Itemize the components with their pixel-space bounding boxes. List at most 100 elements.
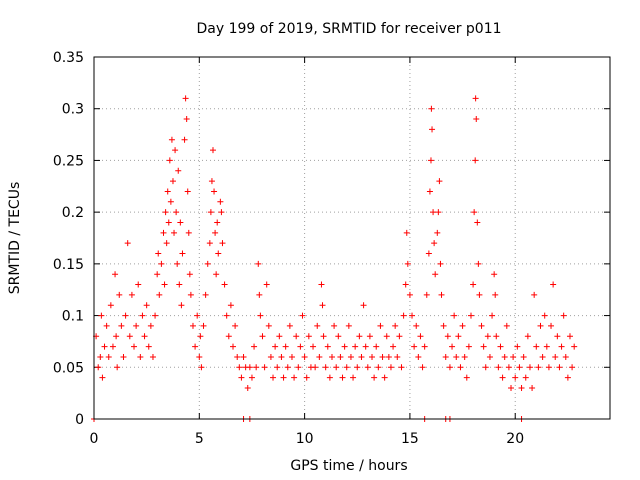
data-point xyxy=(155,250,162,257)
data-point xyxy=(167,198,174,205)
data-point xyxy=(280,374,287,381)
data-point xyxy=(166,157,173,164)
data-point xyxy=(312,364,319,371)
data-point xyxy=(256,291,263,298)
data-point xyxy=(288,353,295,360)
data-point xyxy=(489,312,496,319)
data-point xyxy=(566,333,573,340)
data-point xyxy=(369,353,376,360)
data-point xyxy=(541,312,548,319)
data-point xyxy=(182,95,189,102)
data-point xyxy=(508,384,515,391)
data-point xyxy=(505,364,512,371)
data-point xyxy=(347,353,354,360)
data-point xyxy=(396,333,403,340)
data-point xyxy=(253,364,260,371)
data-point xyxy=(360,302,367,309)
data-point xyxy=(227,302,234,309)
data-point xyxy=(471,209,478,216)
data-point xyxy=(524,333,531,340)
data-point xyxy=(545,364,552,371)
data-point xyxy=(428,105,435,112)
data-point xyxy=(431,240,438,247)
data-point xyxy=(554,333,561,340)
data-point xyxy=(341,343,348,350)
data-point xyxy=(99,374,106,381)
data-point xyxy=(314,322,321,329)
data-point xyxy=(413,322,420,329)
data-point xyxy=(564,374,571,381)
data-point xyxy=(475,260,482,267)
data-point xyxy=(328,353,335,360)
data-point xyxy=(282,343,289,350)
data-point xyxy=(421,343,428,350)
data-point xyxy=(356,333,363,340)
data-point xyxy=(179,250,186,257)
data-point xyxy=(299,312,306,319)
x-tick-label: 5 xyxy=(195,431,204,447)
data-point xyxy=(202,291,209,298)
data-point xyxy=(533,343,540,350)
data-point xyxy=(295,364,302,371)
data-point xyxy=(301,353,308,360)
data-point xyxy=(303,374,310,381)
data-point xyxy=(398,364,405,371)
data-point xyxy=(437,260,444,267)
data-point xyxy=(453,353,460,360)
data-point xyxy=(276,333,283,340)
data-point xyxy=(558,343,565,350)
data-point xyxy=(272,343,279,350)
data-point xyxy=(492,291,499,298)
data-point xyxy=(432,271,439,278)
data-point xyxy=(518,384,525,391)
data-point xyxy=(480,343,487,350)
data-point xyxy=(560,312,567,319)
y-tick-label: 0.1 xyxy=(62,309,84,325)
data-point xyxy=(390,343,397,350)
data-point xyxy=(394,353,401,360)
data-point xyxy=(204,260,211,267)
data-point xyxy=(270,374,277,381)
chart-title: Day 199 of 2019, SRMTID for receiver p01… xyxy=(196,21,501,37)
data-point xyxy=(189,322,196,329)
data-point xyxy=(213,271,220,278)
data-point xyxy=(539,353,546,360)
data-point xyxy=(278,353,285,360)
data-point xyxy=(187,291,194,298)
data-point xyxy=(225,333,232,340)
data-point xyxy=(440,322,447,329)
data-point xyxy=(152,312,159,319)
data-point xyxy=(101,343,108,350)
data-point xyxy=(175,167,182,174)
data-point xyxy=(493,333,500,340)
data-point xyxy=(122,312,129,319)
data-point xyxy=(263,281,270,288)
data-point xyxy=(499,374,506,381)
data-point xyxy=(335,333,342,340)
data-point xyxy=(465,343,472,350)
data-point xyxy=(219,240,226,247)
data-point xyxy=(234,353,241,360)
data-point xyxy=(400,312,407,319)
data-point xyxy=(425,250,432,257)
data-point xyxy=(156,291,163,298)
data-point xyxy=(223,312,230,319)
data-point xyxy=(470,281,477,288)
data-point xyxy=(143,302,150,309)
data-point xyxy=(161,281,168,288)
data-point xyxy=(455,333,462,340)
data-point xyxy=(236,364,243,371)
data-point xyxy=(109,343,116,350)
data-point xyxy=(274,364,281,371)
data-point xyxy=(113,333,120,340)
data-point xyxy=(147,322,154,329)
data-point xyxy=(352,343,359,350)
data-point xyxy=(114,364,121,371)
data-point xyxy=(310,343,317,350)
y-tick-label: 0.05 xyxy=(53,360,84,376)
data-point xyxy=(556,364,563,371)
data-point xyxy=(512,374,519,381)
data-point xyxy=(198,364,205,371)
data-point xyxy=(162,209,169,216)
data-point xyxy=(168,136,175,143)
